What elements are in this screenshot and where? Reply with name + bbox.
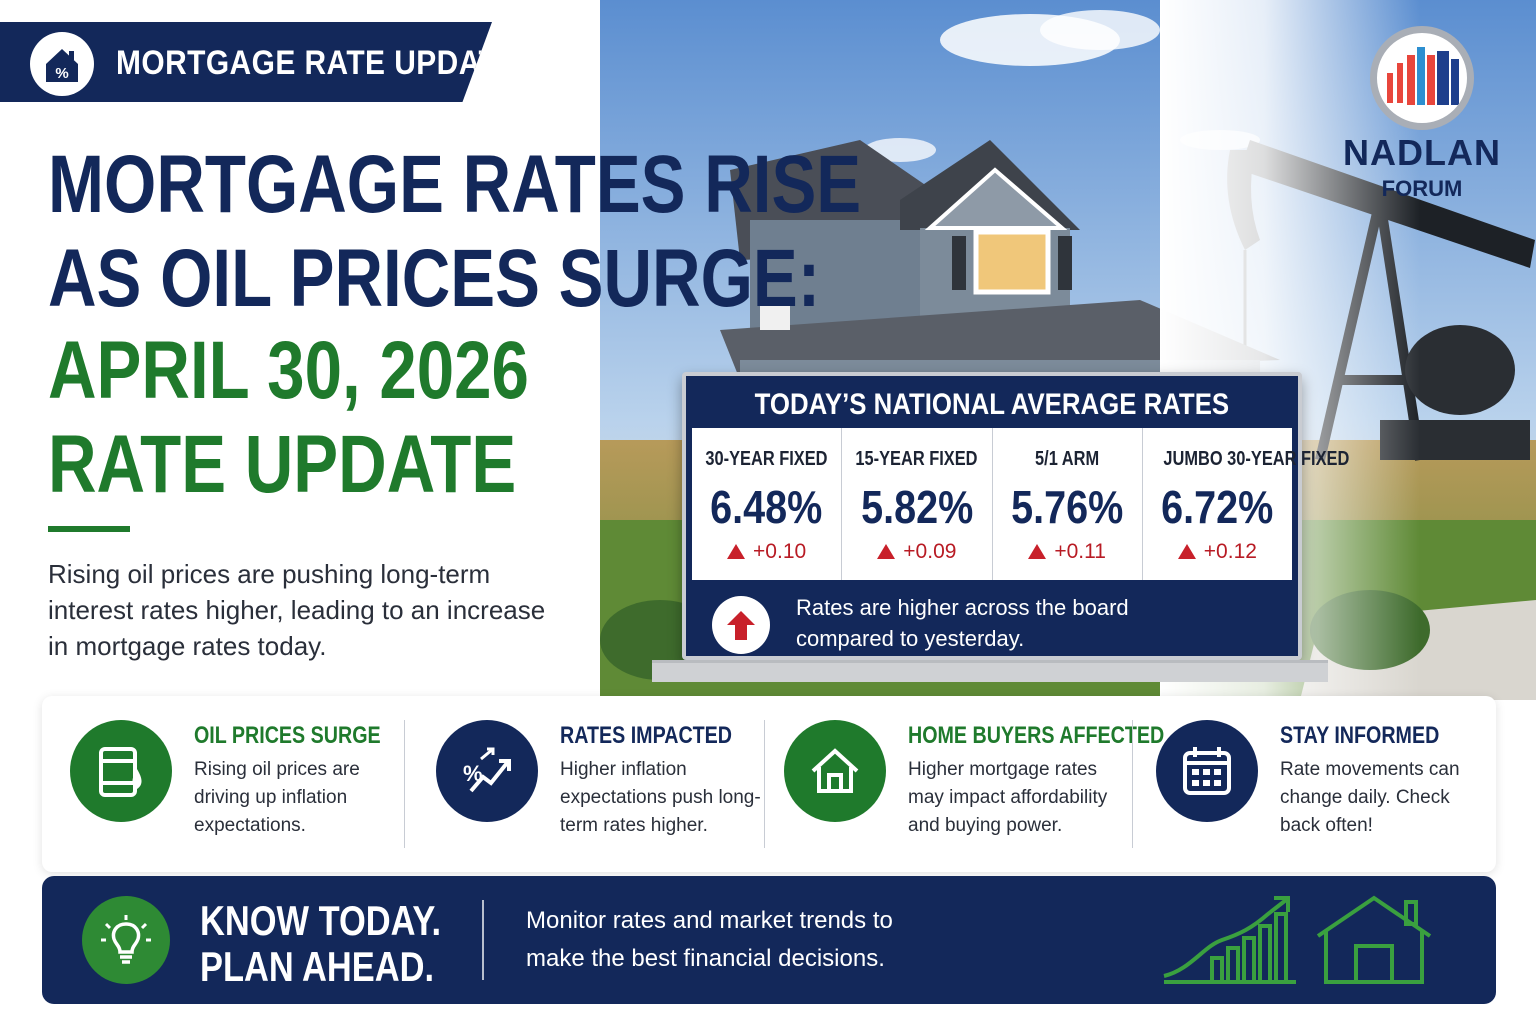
rates-table: 30-YEAR FIXED 6.48% +0.10 15-YEAR FIXED … [692, 428, 1350, 580]
arrow-up-icon [712, 596, 770, 654]
rate-label: JUMBO 30-YEAR FIXED [1163, 448, 1350, 470]
cta-text: Monitor rates and market trends to make … [526, 907, 893, 972]
feature-stay-informed: STAY INFORMED Rate movements can change … [1128, 696, 1496, 872]
headline-line-1: MORTGAGE RATES RISE [48, 139, 862, 230]
rate-value: 5.76% [1011, 481, 1124, 533]
rate-change: +0.09 [842, 540, 991, 564]
rate-card-30yr: 30-YEAR FIXED 6.48% +0.10 [692, 428, 843, 580]
brand-logo: NADLAN FORUM [1336, 20, 1516, 210]
logo-bars-icon [1370, 26, 1474, 130]
logo-name: NADLAN [1343, 132, 1501, 173]
rate-card-arm: 5/1 ARM 5.76% +0.11 [993, 428, 1143, 580]
rate-card-15yr: 15-YEAR FIXED 5.82% +0.09 [842, 428, 993, 580]
logo-subtitle: FORUM [1381, 176, 1463, 201]
intro-text: Rising oil prices are pushing long-term … [48, 559, 546, 661]
rates-board: TODAY’S NATIONAL AVERAGE RATES 30-YEAR F… [682, 372, 1350, 660]
svg-text:%: % [55, 65, 68, 82]
feature-oil-prices: OIL PRICES SURGE Rising oil prices are d… [42, 696, 402, 872]
feature-divider [764, 720, 765, 848]
growth-chart-house-icon [1160, 890, 1470, 995]
rate-value: 6.72% [1161, 481, 1274, 533]
svg-text:%: % [463, 761, 483, 786]
cta-banner: KNOW TODAY. PLAN AHEAD. Monitor rates an… [42, 876, 1496, 1004]
rate-label: 30-YEAR FIXED [705, 448, 828, 470]
board-title: TODAY’S NATIONAL AVERAGE RATES [754, 388, 1230, 421]
rate-label: 5/1 ARM [1035, 448, 1100, 470]
oil-barrel-icon [70, 720, 172, 822]
rate-label: 15-YEAR FIXED [855, 448, 978, 470]
cta-title-line-2: PLAN AHEAD. [200, 943, 435, 990]
feature-text: Higher mortgage rates may impact afforda… [908, 759, 1108, 836]
feature-title: HOME BUYERS AFFECTED [908, 722, 1165, 749]
feature-title: OIL PRICES SURGE [194, 722, 381, 749]
rate-value: 5.82% [860, 481, 973, 533]
headline-divider [48, 526, 130, 532]
feature-text: Higher inflation expectations push long-… [560, 759, 761, 836]
up-triangle-icon [1028, 544, 1047, 559]
headline-line-2: AS OIL PRICES SURGE: [48, 233, 821, 324]
feature-row: OIL PRICES SURGE Rising oil prices are d… [42, 696, 1496, 872]
top-banner: % MORTGAGE RATE UPDATE [0, 22, 492, 102]
headline-line-4: RATE UPDATE [48, 419, 517, 510]
cta-title-line-1: KNOW TODAY. [200, 897, 442, 944]
up-triangle-icon [1177, 544, 1196, 559]
percent-trend-icon: % [436, 720, 538, 822]
calendar-icon [1156, 720, 1258, 822]
feature-title: STAY INFORMED [1280, 722, 1440, 749]
feature-rates-impacted: % RATES IMPACTED Higher inflation expect… [408, 696, 768, 872]
board-note: Rates are higher across the board compar… [796, 595, 1129, 651]
banner-label: MORTGAGE RATE UPDATE [116, 44, 518, 82]
up-triangle-icon [877, 544, 896, 559]
feature-divider [404, 720, 405, 848]
rate-value: 6.48% [710, 481, 823, 533]
house-percent-icon: % [30, 32, 94, 96]
feature-text: Rate movements can change daily. Check b… [1280, 759, 1460, 836]
up-triangle-icon [727, 544, 746, 559]
feature-title: RATES IMPACTED [560, 722, 733, 749]
feature-text: Rising oil prices are driving up inflati… [194, 759, 360, 836]
board-base [652, 660, 1328, 682]
rate-change: +0.12 [1143, 540, 1292, 564]
rate-change: +0.11 [993, 540, 1142, 564]
feature-divider [1132, 720, 1133, 848]
cta-divider [482, 900, 484, 980]
rate-card-jumbo: JUMBO 30-YEAR FIXED 6.72% +0.12 [1143, 428, 1350, 580]
headline-date: APRIL 30, 2026 [48, 325, 529, 416]
house-icon [784, 720, 886, 822]
lightbulb-icon [82, 896, 170, 984]
feature-home-buyers: HOME BUYERS AFFECTED Higher mortgage rat… [756, 696, 1164, 872]
rate-change: +0.10 [692, 540, 841, 564]
